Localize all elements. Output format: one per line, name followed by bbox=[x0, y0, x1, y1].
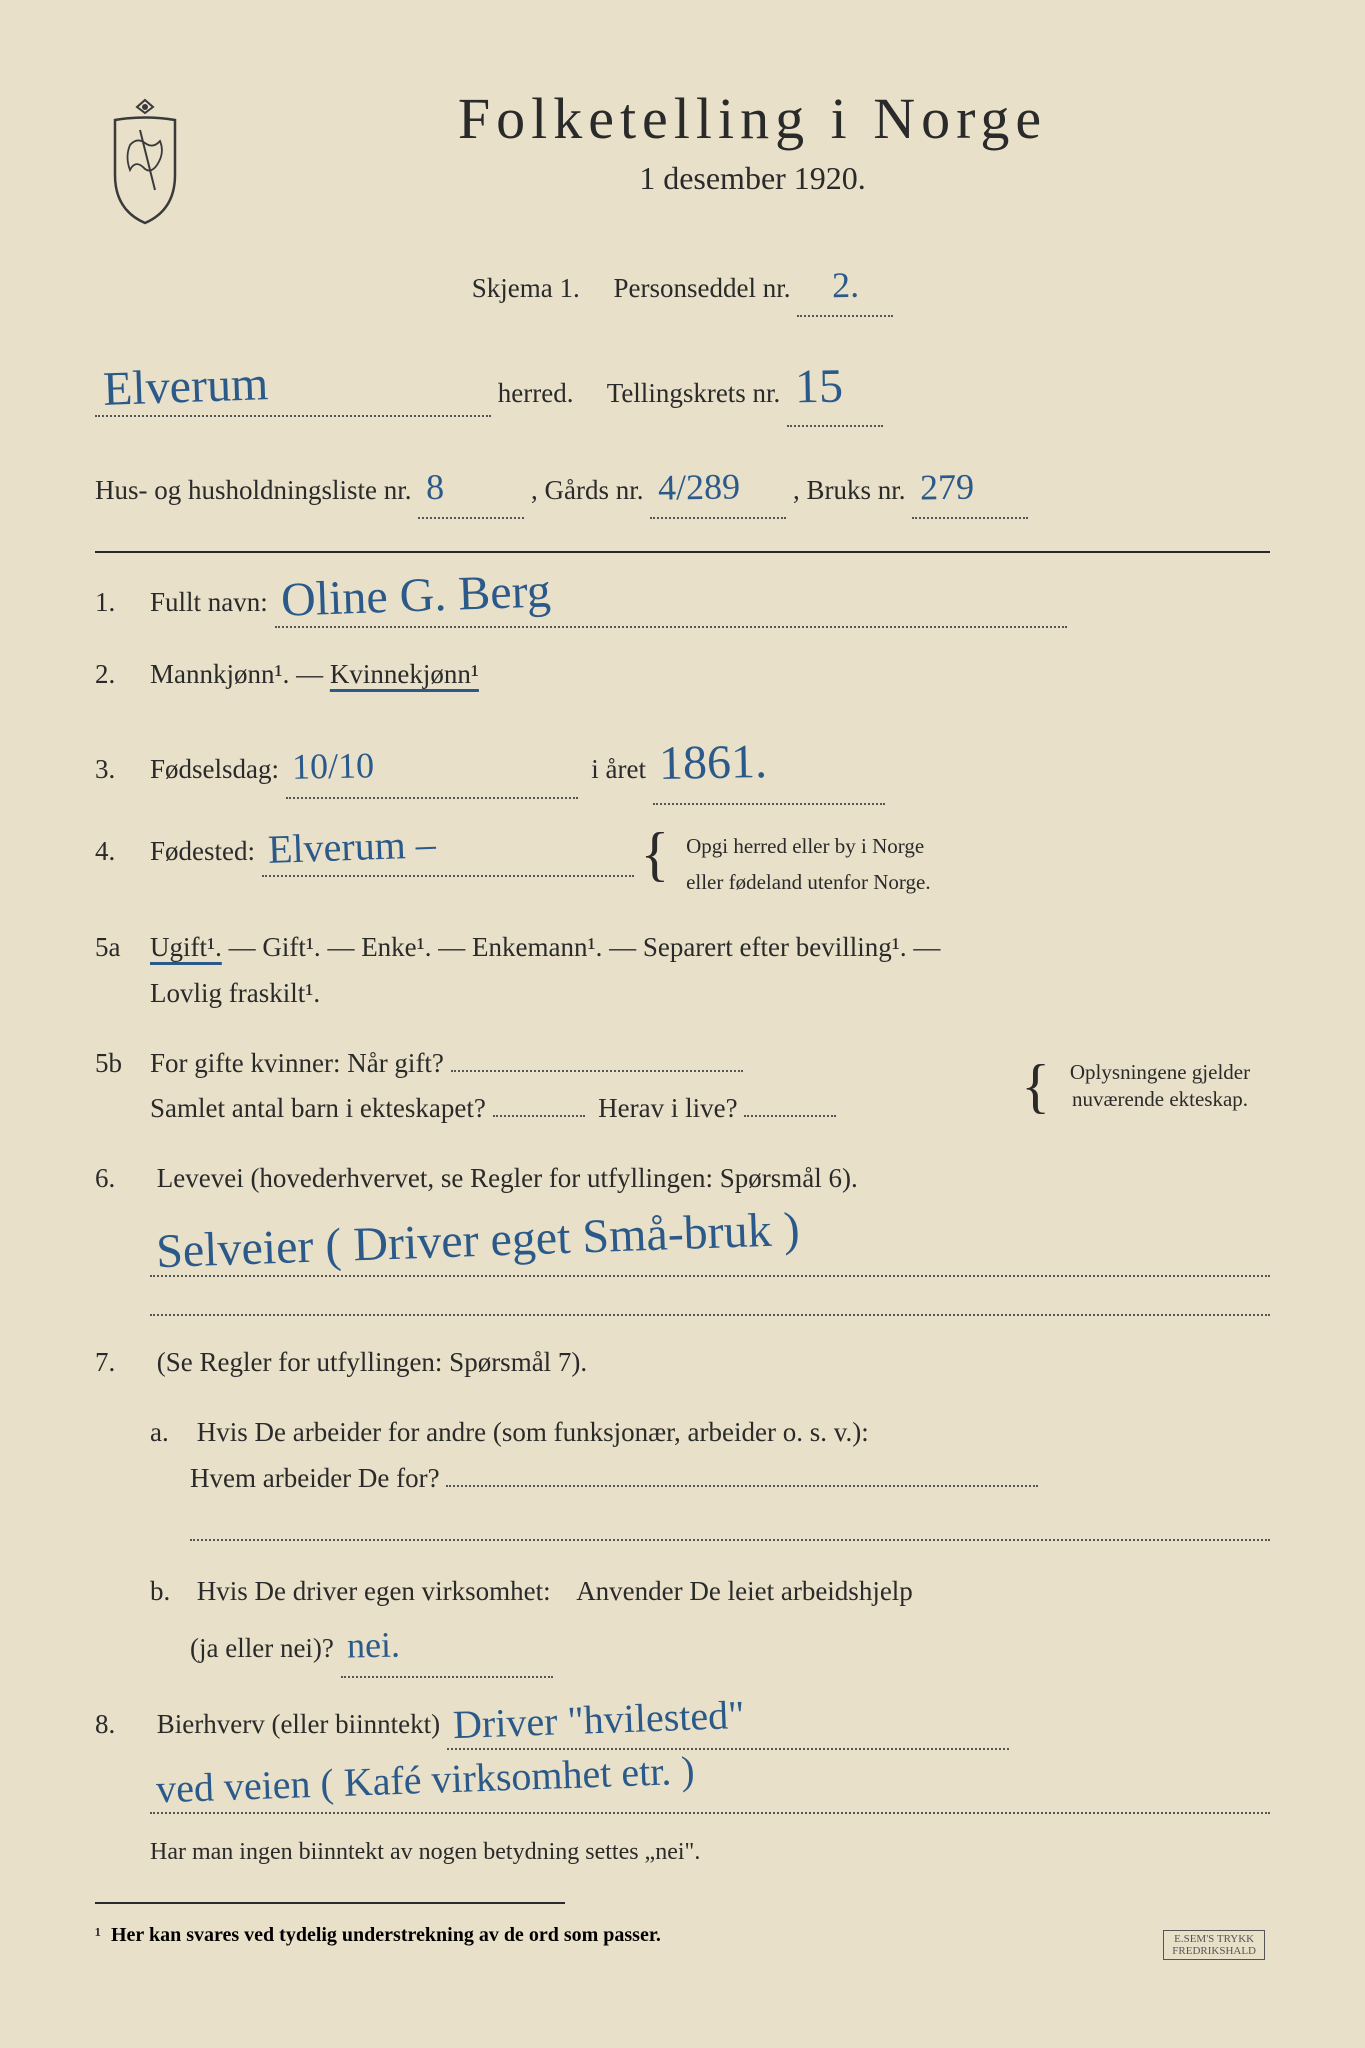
herred-label: herred. bbox=[498, 378, 574, 408]
row-7a: a. Hvis De arbeider for andre (som funks… bbox=[150, 1410, 1270, 1541]
row-1: 1. Fullt navn: Oline G. Berg bbox=[95, 577, 1270, 628]
gards-label: , Gårds nr. bbox=[531, 475, 643, 505]
row-3: 3. Fødselsdag: 10/10 i året 1861. bbox=[95, 722, 1270, 806]
fullname-value: Oline G. Berg bbox=[280, 572, 551, 620]
hus-label: Hus- og husholdningsliste nr. bbox=[95, 475, 412, 505]
skjema-label: Skjema 1. bbox=[472, 273, 580, 303]
row8-note: Har man ingen biinntekt av nogen betydni… bbox=[150, 1832, 1270, 1873]
year-label: i året bbox=[591, 754, 646, 784]
q7a-question: Hvem arbeider De for? bbox=[190, 1463, 440, 1493]
title-block: Folketelling i Norge 1 desember 1920. bbox=[235, 85, 1270, 197]
row-num-3: 3. bbox=[95, 747, 150, 793]
kvinne-label: Kvinnekjønn¹ bbox=[330, 659, 479, 689]
gift-when-label: For gifte kvinner: Når gift? bbox=[150, 1048, 444, 1078]
occupation-value: Selveier ( Driver eget Små-bruk ) bbox=[156, 1211, 801, 1272]
row7-label: (Se Regler for utfyllingen: Spørsmål 7). bbox=[157, 1347, 587, 1377]
dash-2: — bbox=[296, 659, 330, 689]
birthday-label: Fødselsdag: bbox=[150, 754, 279, 784]
row-5a: 5a Ugift¹. — Gift¹. — Enke¹. — Enkemann¹… bbox=[95, 925, 1270, 1017]
row-num-6: 6. bbox=[95, 1156, 150, 1202]
herred-value: Elverum bbox=[102, 365, 269, 409]
gards-value: 4/289 bbox=[658, 459, 741, 518]
header: Folketelling i Norge 1 desember 1920. bbox=[95, 85, 1270, 225]
occupation-label: Levevei (hovederhvervet, se Regler for u… bbox=[157, 1163, 858, 1193]
bruks-value: 279 bbox=[920, 459, 975, 518]
census-form-page: Folketelling i Norge 1 desember 1920. Sk… bbox=[0, 0, 1365, 2048]
enke-label: Enke¹. bbox=[361, 932, 431, 962]
hus-row: Hus- og husholdningsliste nr. 8 , Gårds … bbox=[95, 459, 1270, 519]
q7b-text1: Hvis De driver egen virksomhet: bbox=[197, 1576, 551, 1606]
brace-icon: { bbox=[641, 839, 670, 869]
row-num-4: 4. bbox=[95, 829, 150, 875]
fullname-label: Fullt navn: bbox=[150, 587, 268, 617]
year-value: 1861. bbox=[658, 721, 767, 804]
bierhverv-value2: ved veien ( Kafé virksomhet etr. ) bbox=[156, 1754, 695, 1805]
row-num-2: 2. bbox=[95, 652, 150, 698]
row5b-left: For gifte kvinner: Når gift? Samlet anta… bbox=[150, 1041, 1021, 1133]
row-num-8: 8. bbox=[95, 1702, 150, 1748]
subtitle: 1 desember 1920. bbox=[235, 160, 1270, 197]
q7b-question: (ja eller nei)? bbox=[190, 1633, 334, 1663]
printer-stamp: E.SEM'S TRYKK FREDRIKSHALD bbox=[1163, 1930, 1265, 1960]
bierhverv-label: Bierhverv (eller biinntekt) bbox=[157, 1709, 440, 1739]
row-8: 8. Bierhverv (eller biinntekt) Driver "h… bbox=[95, 1702, 1270, 1873]
bruks-label: , Bruks nr. bbox=[793, 475, 906, 505]
birthplace-label: Fødested: bbox=[150, 836, 255, 866]
fraskilt-label: Lovlig fraskilt¹. bbox=[150, 978, 320, 1008]
ugift-label: Ugift¹. bbox=[150, 932, 222, 962]
row-6: 6. Levevei (hovederhvervet, se Regler fo… bbox=[95, 1156, 1270, 1316]
row-4: 4. Fødested: Elverum – { Opgi herred ell… bbox=[95, 829, 1270, 900]
stamp-line1: E.SEM'S TRYKK bbox=[1174, 1933, 1254, 1945]
coat-of-arms-icon bbox=[95, 95, 195, 225]
stamp-line2: FREDRIKSHALD bbox=[1172, 1945, 1256, 1957]
q7b-value: nei. bbox=[346, 1614, 400, 1676]
tellingskrets-label: Tellingskrets nr. bbox=[607, 378, 781, 408]
alive-label: Herav i live? bbox=[598, 1093, 737, 1123]
row-7: 7. (Se Regler for utfyllingen: Spørsmål … bbox=[95, 1340, 1270, 1678]
gift-label: Gift¹. bbox=[262, 932, 320, 962]
tellingskrets-value: 15 bbox=[794, 348, 843, 426]
birthday-value: 10/10 bbox=[291, 735, 374, 798]
row-num-7: 7. bbox=[95, 1340, 150, 1386]
q7a-text: Hvis De arbeider for andre (som funksjon… bbox=[197, 1417, 869, 1447]
row5b-note: Oplysningene gjelder nuværende ekteskap. bbox=[1050, 1059, 1270, 1114]
footnote-num: ¹ bbox=[95, 1924, 101, 1946]
letter-b: b. bbox=[150, 1569, 190, 1615]
footnote: ¹ Her kan svares ved tydelig understrekn… bbox=[95, 1924, 1270, 1947]
main-title: Folketelling i Norge bbox=[235, 85, 1270, 152]
birthplace-note: Opgi herred eller by i Norge eller fødel… bbox=[686, 829, 931, 900]
note4-line2: eller fødeland utenfor Norge. bbox=[686, 870, 931, 894]
bierhverv-value1: Driver "hvilested" bbox=[452, 1699, 744, 1741]
enkemann-label: Enkemann¹. bbox=[472, 932, 602, 962]
mann-label: Mannkjønn¹. bbox=[150, 659, 289, 689]
row-num-1: 1. bbox=[95, 580, 150, 626]
personseddel-value: 2. bbox=[831, 257, 859, 315]
row-7b: b. Hvis De driver egen virksomhet: Anven… bbox=[150, 1569, 1270, 1678]
row-num-5b: 5b bbox=[95, 1041, 150, 1087]
footnote-rule bbox=[95, 1902, 565, 1916]
d5: — bbox=[913, 932, 940, 962]
d4: — bbox=[609, 932, 643, 962]
row-2: 2. Mannkjønn¹. — Kvinnekjønn¹ bbox=[95, 652, 1270, 698]
d3: — bbox=[438, 932, 472, 962]
note4-line1: Opgi herred eller by i Norge bbox=[686, 834, 924, 858]
children-label: Samlet antal barn i ekteskapet? bbox=[150, 1093, 486, 1123]
hus-value: 8 bbox=[426, 459, 445, 517]
skjema-row: Skjema 1. Personseddel nr. 2. bbox=[95, 257, 1270, 317]
footnote-text: Her kan svares ved tydelig understreknin… bbox=[111, 1924, 661, 1946]
personseddel-label: Personseddel nr. bbox=[614, 273, 791, 303]
divider-1 bbox=[95, 551, 1270, 553]
row-5b: 5b For gifte kvinner: Når gift? Samlet a… bbox=[95, 1041, 1270, 1133]
d1: — bbox=[229, 932, 263, 962]
letter-a: a. bbox=[150, 1410, 190, 1456]
row-num-5a: 5a bbox=[95, 925, 150, 971]
brace-icon-5b: { bbox=[1021, 1071, 1050, 1101]
d2: — bbox=[327, 932, 361, 962]
q7b-text2: Anvender De leiet arbeidshjelp bbox=[576, 1576, 913, 1606]
herred-row: Elverum herred. Tellingskrets nr. 15 bbox=[95, 349, 1270, 428]
birthplace-value: Elverum – bbox=[267, 828, 436, 866]
separert-label: Separert efter bevilling¹. bbox=[643, 932, 907, 962]
